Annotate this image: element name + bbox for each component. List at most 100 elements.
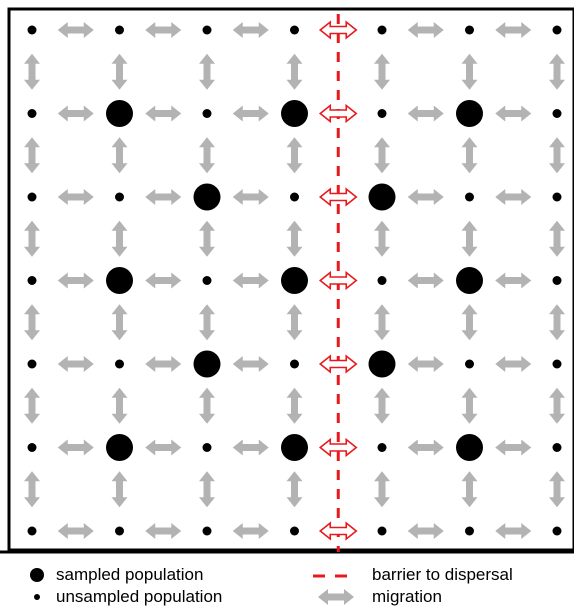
legend-sampled-label: sampled population: [56, 565, 204, 584]
migration-arrow: [145, 523, 182, 539]
unsampled-population-node: [552, 276, 562, 285]
migration-arrow: [286, 387, 303, 424]
sampled-population-node: [106, 267, 133, 294]
migration-arrow: [111, 53, 128, 90]
legend-symbols: [30, 568, 355, 605]
unsampled-population-node: [27, 276, 37, 285]
migration-arrow: [407, 189, 444, 205]
unsampled-population-node: [202, 443, 212, 452]
migration-arrow: [145, 22, 182, 38]
migration-arrow: [199, 304, 215, 341]
unsampled-population-node: [377, 109, 387, 118]
migration-arrow: [57, 189, 94, 205]
migration-arrow: [24, 220, 40, 257]
migration-arrow: [111, 137, 128, 174]
migration-arrow: [374, 137, 390, 174]
migration-arrow: [145, 272, 182, 289]
migration-arrow: [461, 137, 478, 174]
unsampled-population-node: [202, 276, 212, 285]
migration-arrow: [495, 439, 532, 456]
migration-arrow: [57, 439, 94, 456]
migration-arrow: [549, 220, 565, 257]
migration-arrow: [57, 272, 94, 289]
unsampled-population-node: [377, 25, 387, 35]
migration-arrow: [286, 53, 303, 90]
migration-arrow: [57, 523, 94, 539]
migration-arrow: [495, 189, 532, 205]
unsampled-population-node: [290, 526, 299, 536]
legend-barrier-label: barrier to dispersal: [372, 565, 513, 584]
migration-arrow: [111, 471, 128, 508]
unsampled-population-node: [27, 359, 37, 369]
migration-arrow: [145, 439, 182, 456]
migration-arrow: [145, 189, 182, 205]
migration-arrow: [407, 272, 444, 289]
migration-arrow: [199, 220, 215, 257]
migration-arrow: [549, 471, 565, 508]
migration-arrow: [199, 471, 215, 508]
unsampled-population-node: [27, 25, 37, 35]
migration-arrow: [111, 220, 128, 257]
unsampled-population-node: [290, 192, 299, 202]
migration-arrow: [57, 356, 94, 372]
legend-migration-label: migration: [372, 587, 442, 606]
unsampled-population-node: [202, 109, 212, 118]
migration-arrow: [286, 471, 303, 508]
unsampled-population-node: [202, 25, 212, 35]
unsampled-population-node: [465, 192, 474, 202]
migration-arrow: [24, 387, 40, 424]
migration-arrow: [407, 523, 444, 539]
migration-arrow: [549, 137, 565, 174]
sampled-population-node: [106, 100, 133, 127]
migration-arrow: [232, 189, 269, 205]
migration-arrow: [374, 53, 390, 90]
migration-arrow: [232, 22, 269, 38]
migration-arrow: [407, 356, 444, 372]
sampled-population-node: [456, 100, 483, 127]
sampled-population-node: [106, 434, 133, 461]
unsampled-population-node: [115, 25, 124, 35]
unsampled-population-node: [290, 25, 299, 35]
legend-unsampled-marker: [34, 594, 40, 600]
migration-arrow: [24, 137, 40, 174]
unsampled-population-node: [552, 192, 562, 202]
migration-arrow: [199, 53, 215, 90]
migration-arrow: [407, 439, 444, 456]
unsampled-population-node: [27, 526, 37, 536]
sampled-population-node: [456, 434, 483, 461]
migration-arrow: [461, 387, 478, 424]
unsampled-population-node: [377, 443, 387, 452]
migration-arrow: [232, 439, 269, 456]
migration-arrow: [374, 220, 390, 257]
sampled-population-node: [368, 183, 396, 211]
grid-frame: [7, 7, 574, 552]
migration-arrow: [145, 105, 182, 122]
migration-arrow: [145, 356, 182, 372]
migration-arrow: [286, 137, 303, 174]
sampled-population-node: [456, 267, 483, 294]
migration-arrow: [495, 523, 532, 539]
migration-arrow: [549, 53, 565, 90]
unsampled-population-node: [27, 109, 37, 118]
migration-arrow: [549, 387, 565, 424]
unsampled-population-node: [552, 359, 562, 369]
unsampled-population-node: [202, 526, 212, 536]
population-nodes: [27, 25, 562, 536]
migration-arrow: [57, 22, 94, 38]
unsampled-population-node: [27, 443, 37, 452]
unsampled-population-node: [465, 25, 474, 35]
unsampled-population-node: [377, 276, 387, 285]
unsampled-population-node: [115, 192, 124, 202]
unsampled-population-node: [115, 526, 124, 536]
migration-arrow: [461, 471, 478, 508]
legend-migration-marker: [318, 589, 354, 605]
migration-arrow: [407, 105, 444, 122]
unsampled-population-node: [290, 359, 299, 369]
legend-sampled-marker: [30, 568, 44, 582]
migration-arrow: [461, 53, 478, 90]
unsampled-population-node: [465, 359, 474, 369]
migration-arrow: [232, 356, 269, 372]
migration-arrow: [199, 387, 215, 424]
